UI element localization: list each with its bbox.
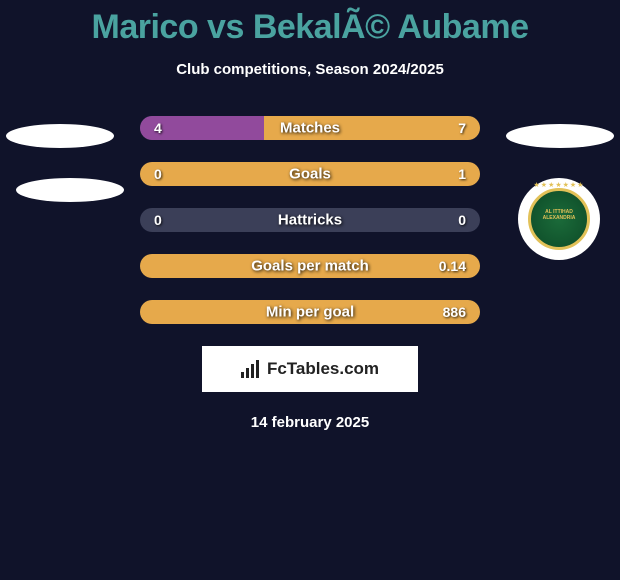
stat-value-right: 1 <box>458 166 466 182</box>
stat-label: Min per goal <box>266 304 354 321</box>
stat-value-right: 0 <box>458 212 466 228</box>
stat-label: Matches <box>280 120 340 137</box>
footer-brand-text: FcTables.com <box>267 359 379 379</box>
stats-container: 4 7 Matches 0 1 Goals 0 0 Hattricks 0.14 Goals per… <box>0 116 620 324</box>
stat-label: Hattricks <box>278 212 342 229</box>
stat-value-left: 0 <box>154 212 162 228</box>
stat-row: 0 1 Goals <box>0 162 620 186</box>
date-label: 14 february 2025 <box>0 414 620 431</box>
stat-value-right: 7 <box>458 120 466 136</box>
stat-row: 886 Min per goal <box>0 300 620 324</box>
stat-row: 4 7 Matches <box>0 116 620 140</box>
stat-label: Goals per match <box>251 258 369 275</box>
stat-bar: 0.14 Goals per match <box>140 254 480 278</box>
stat-value-right: 886 <box>443 304 466 320</box>
footer-brand: FcTables.com <box>202 346 418 392</box>
page-title: Marico vs BekalÃ© Aubame <box>0 0 620 47</box>
stat-row: 0 0 Hattricks <box>0 208 620 232</box>
stat-bar: 4 7 Matches <box>140 116 480 140</box>
stat-label: Goals <box>289 166 331 183</box>
stat-row: 0.14 Goals per match <box>0 254 620 278</box>
stat-bar: 0 0 Hattricks <box>140 208 480 232</box>
stat-value-left: 0 <box>154 166 162 182</box>
stat-value-right: 0.14 <box>439 258 466 274</box>
stat-bar: 0 1 Goals <box>140 162 480 186</box>
stat-value-left: 4 <box>154 120 162 136</box>
subtitle: Club competitions, Season 2024/2025 <box>0 61 620 78</box>
stat-bar: 886 Min per goal <box>140 300 480 324</box>
chart-icon <box>241 360 261 378</box>
